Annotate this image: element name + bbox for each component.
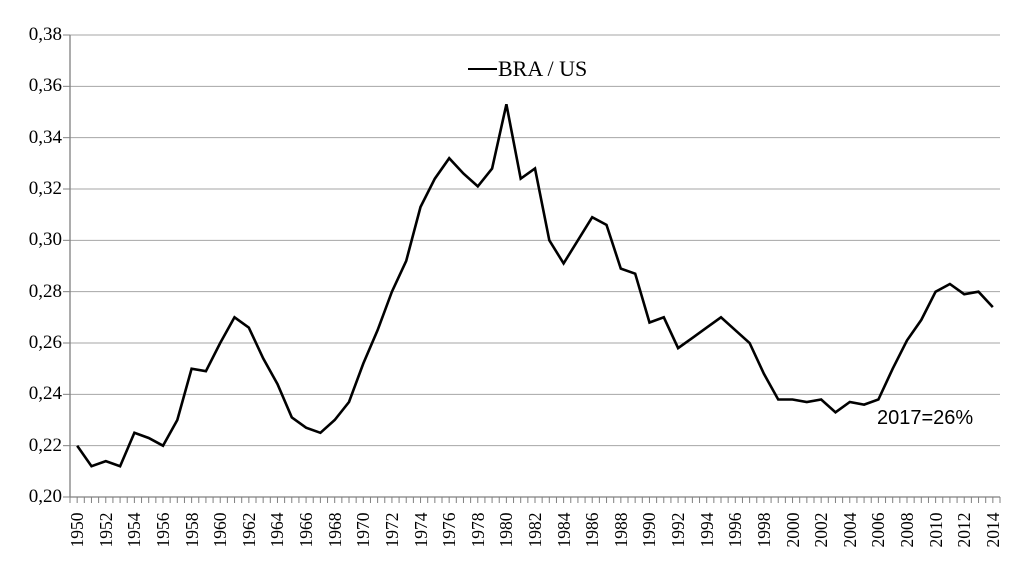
y-axis-tick-label: 0,38	[28, 24, 62, 45]
x-axis-tick-label: 2008	[897, 512, 917, 548]
legend-line-marker	[468, 68, 497, 70]
y-axis-tick-label: 0,20	[28, 486, 62, 507]
x-axis-tick-label: 1992	[668, 512, 689, 548]
x-axis-tick-label: 1976	[439, 512, 460, 548]
x-axis-tick-label: 1978	[467, 512, 488, 548]
annotation-2017: 2017=26%	[877, 407, 974, 429]
x-axis-tick-label: 1968	[324, 512, 345, 548]
y-axis-tick-label: 0,32	[28, 178, 62, 199]
x-axis-tick-label: 1958	[181, 512, 202, 548]
x-axis-tick-label: 1972	[381, 512, 402, 548]
x-axis-tick-label: 1962	[238, 512, 259, 548]
x-axis-tick-label: 1950	[67, 512, 88, 548]
x-axis-tick-label: 1954	[124, 512, 145, 548]
x-axis-tick-label: 1984	[553, 512, 574, 548]
x-axis-tick-label: 1990	[639, 512, 660, 548]
x-axis-tick-label: 1970	[353, 512, 374, 548]
x-axis-tick-label: 1996	[725, 512, 746, 548]
x-axis-tick-label: 2000	[782, 512, 803, 548]
x-axis-tick-label: 1994	[696, 512, 717, 548]
y-axis-tick-label: 0,26	[28, 332, 62, 353]
legend-label: BRA / US	[498, 56, 588, 81]
x-axis-tick-label: 1966	[296, 512, 317, 548]
x-axis-tick-label: 1980	[496, 512, 517, 548]
x-axis-tick-label: 1964	[267, 512, 288, 548]
x-axis-tick-label: 1986	[582, 512, 603, 548]
legend: BRA / US	[468, 56, 587, 82]
x-axis-tick-label: 1982	[525, 512, 545, 548]
x-axis-tick-label: 1960	[210, 512, 231, 548]
x-axis-tick-label: 2004	[839, 512, 860, 548]
y-axis-tick-label: 0,34	[28, 126, 62, 148]
y-axis-tick-label: 0,22	[28, 434, 62, 456]
data-line	[76, 104, 994, 468]
y-axis-tick-label: 0,36	[28, 75, 62, 97]
x-axis-tick-label: 2010	[925, 512, 946, 548]
x-axis-tick-label: 1974	[410, 512, 431, 548]
x-axis-tick-label: 2002	[811, 512, 832, 548]
x-axis-tick-label: 1952	[95, 512, 116, 548]
x-axis-tick-label: 1998	[753, 512, 774, 548]
x-axis-tick-label: 1988	[610, 512, 631, 548]
y-axis-tick-label: 0,30	[28, 229, 62, 251]
x-axis-tick-label: 2014	[982, 512, 1003, 548]
y-axis-tick-label: 0,24	[28, 383, 62, 405]
x-axis-tick-label: 2012	[954, 512, 975, 548]
x-axis-tick-label: 2006	[868, 512, 889, 548]
x-axis-tick-label: 1956	[153, 512, 173, 548]
y-axis-tick-label: 0,28	[28, 280, 62, 302]
